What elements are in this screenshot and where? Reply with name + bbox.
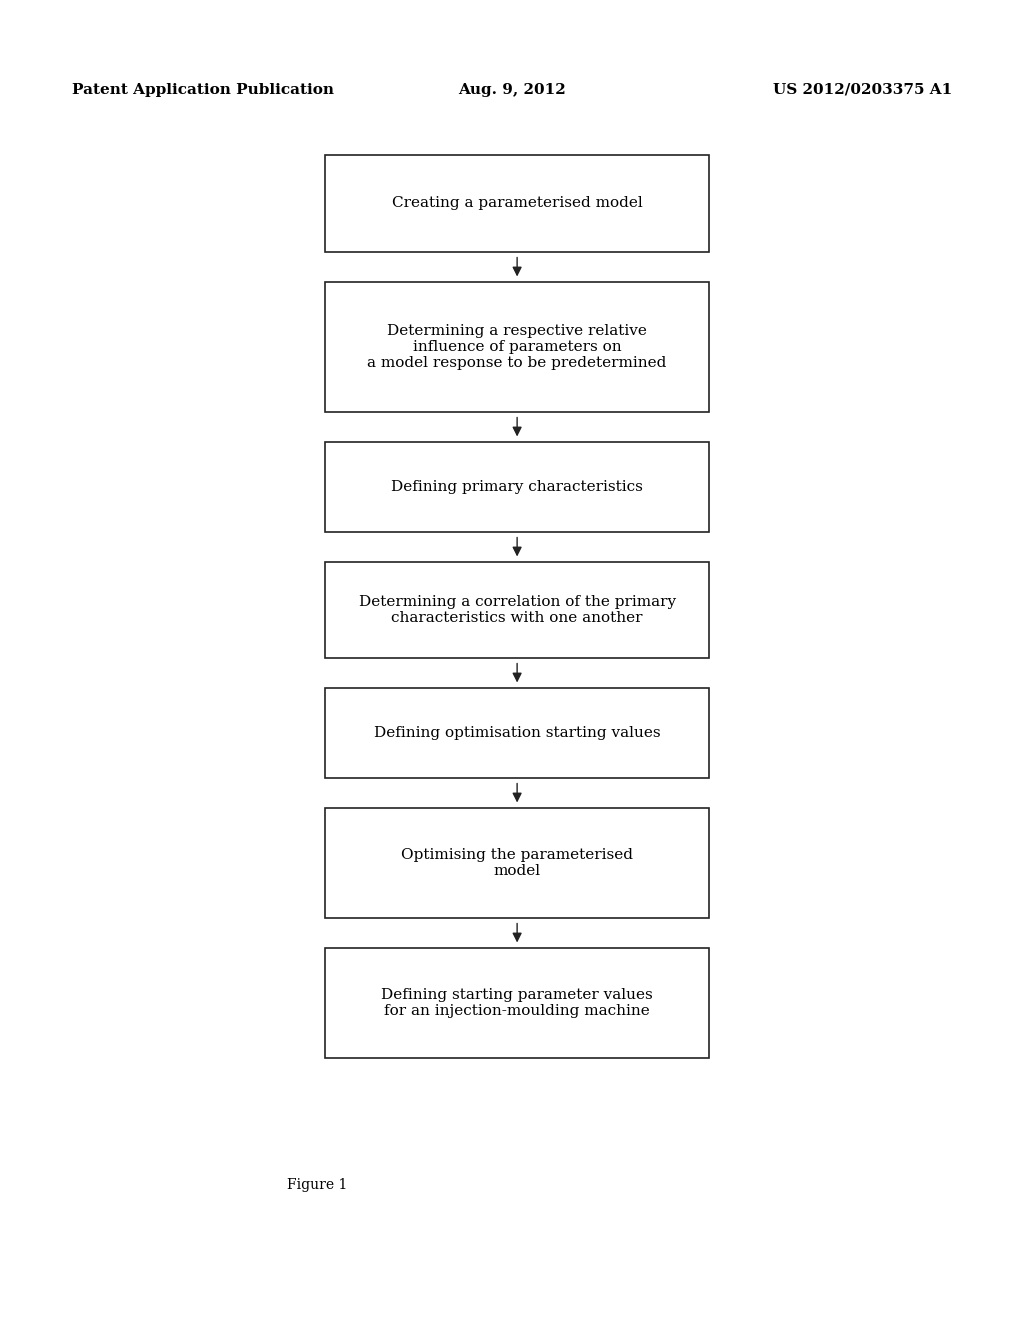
FancyBboxPatch shape [326, 282, 709, 412]
FancyBboxPatch shape [326, 808, 709, 917]
Text: Creating a parameterised model: Creating a parameterised model [392, 197, 642, 210]
FancyBboxPatch shape [326, 948, 709, 1059]
Text: Figure 1: Figure 1 [287, 1177, 347, 1192]
Text: Defining starting parameter values
for an injection-moulding machine: Defining starting parameter values for a… [381, 987, 653, 1018]
Text: Defining optimisation starting values: Defining optimisation starting values [374, 726, 660, 741]
Text: US 2012/0203375 A1: US 2012/0203375 A1 [773, 83, 952, 96]
Text: Defining primary characteristics: Defining primary characteristics [391, 480, 643, 494]
FancyBboxPatch shape [326, 688, 709, 777]
FancyBboxPatch shape [326, 154, 709, 252]
FancyBboxPatch shape [326, 562, 709, 657]
Text: Determining a correlation of the primary
characteristics with one another: Determining a correlation of the primary… [358, 595, 676, 626]
Text: Optimising the parameterised
model: Optimising the parameterised model [401, 847, 633, 878]
Text: Aug. 9, 2012: Aug. 9, 2012 [458, 83, 566, 96]
Text: Patent Application Publication: Patent Application Publication [72, 83, 334, 96]
Text: Determining a respective relative
influence of parameters on
a model response to: Determining a respective relative influe… [368, 323, 667, 370]
FancyBboxPatch shape [326, 442, 709, 532]
